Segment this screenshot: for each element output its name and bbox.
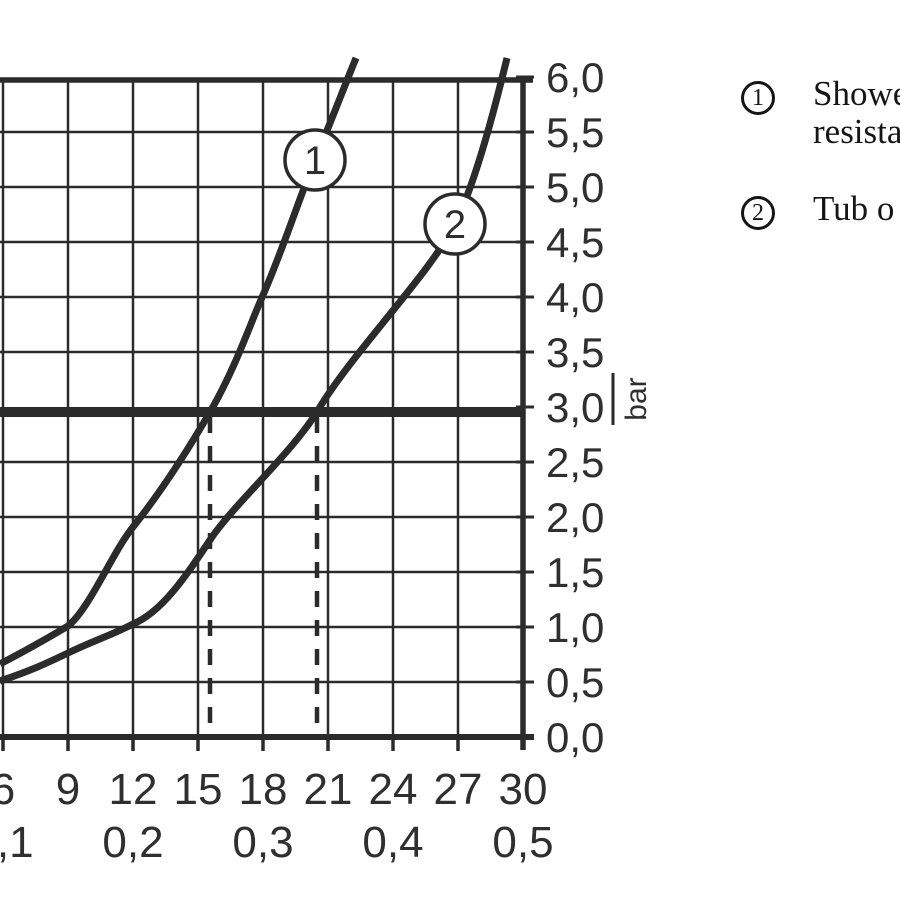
legend-item-1-line-1: Showe — [813, 74, 900, 113]
curve-2-number: 2 — [444, 203, 466, 247]
x-tick-label: 30 — [499, 765, 548, 814]
y-tick-label: 5,0 — [546, 164, 604, 211]
y-tick-label: 4,5 — [546, 219, 604, 266]
legend-item-1-text: Showe resista — [813, 75, 900, 151]
x-tick-label-row2: 0,1 — [0, 818, 34, 867]
curve-2 — [0, 57, 511, 685]
y-tick-label: 3,0 — [546, 384, 604, 431]
horizontal-gridlines — [0, 130, 523, 684]
x-tick-label-row2: 0,4 — [362, 818, 423, 867]
y-tick-label: 4,0 — [546, 274, 604, 321]
legend-symbol-2: 2 — [741, 196, 775, 230]
y-tick-label: 6,0 — [546, 54, 604, 101]
x-tick-label: 27 — [434, 765, 483, 814]
x-axis-labels-row2: 0,1 0,2 0,3 0,4 0,5 — [0, 818, 554, 867]
curve-1-badge: 1 — [283, 128, 347, 192]
y-axis-labels: 6,0 5,5 5,0 4,5 4,0 3,5 3,0 2,5 2,0 1,5 … — [546, 54, 604, 761]
legend-item-1-line-2: resista — [813, 112, 900, 151]
x-tick-label: 12 — [109, 765, 158, 814]
x-tick-label: 15 — [174, 765, 223, 814]
x-tick-label-row2: 0,2 — [102, 818, 163, 867]
legend-symbol-1: 1 — [741, 81, 775, 115]
legend: 1 Showe resista 2 Tub o — [737, 0, 900, 400]
y-tick-label: 0,0 — [546, 714, 604, 761]
curve-2-badge: 2 — [423, 192, 487, 256]
y-tick-label: 1,5 — [546, 549, 604, 596]
x-axis-labels-row1: 6 9 12 15 18 21 24 27 30 — [0, 765, 547, 814]
y-tick-label: 5,5 — [546, 109, 604, 156]
legend-item-2-line-1: Tub o — [813, 189, 895, 228]
x-tick-label: 21 — [304, 765, 353, 814]
y-tick-label: 2,0 — [546, 494, 604, 541]
y-tick-label: 1,0 — [546, 604, 604, 651]
y-tick-label: 2,5 — [546, 439, 604, 486]
dashed-marker-lines — [207, 417, 320, 736]
x-tick-label: 6 — [0, 765, 15, 814]
y-tick-label: 3,5 — [546, 329, 604, 376]
curve-1-number: 1 — [304, 139, 326, 183]
y-axis-unit: bar — [611, 373, 653, 425]
y-tick-label: 0,5 — [546, 659, 604, 706]
legend-item-2-text: Tub o — [813, 190, 900, 228]
x-tick-label: 18 — [239, 765, 288, 814]
x-tick-label: 24 — [369, 765, 418, 814]
y-axis-unit-label: bar — [620, 377, 653, 420]
x-tick-label-row2: 0,5 — [492, 818, 553, 867]
x-tick-label-row2: 0,3 — [232, 818, 293, 867]
x-tick-label: 9 — [56, 765, 80, 814]
